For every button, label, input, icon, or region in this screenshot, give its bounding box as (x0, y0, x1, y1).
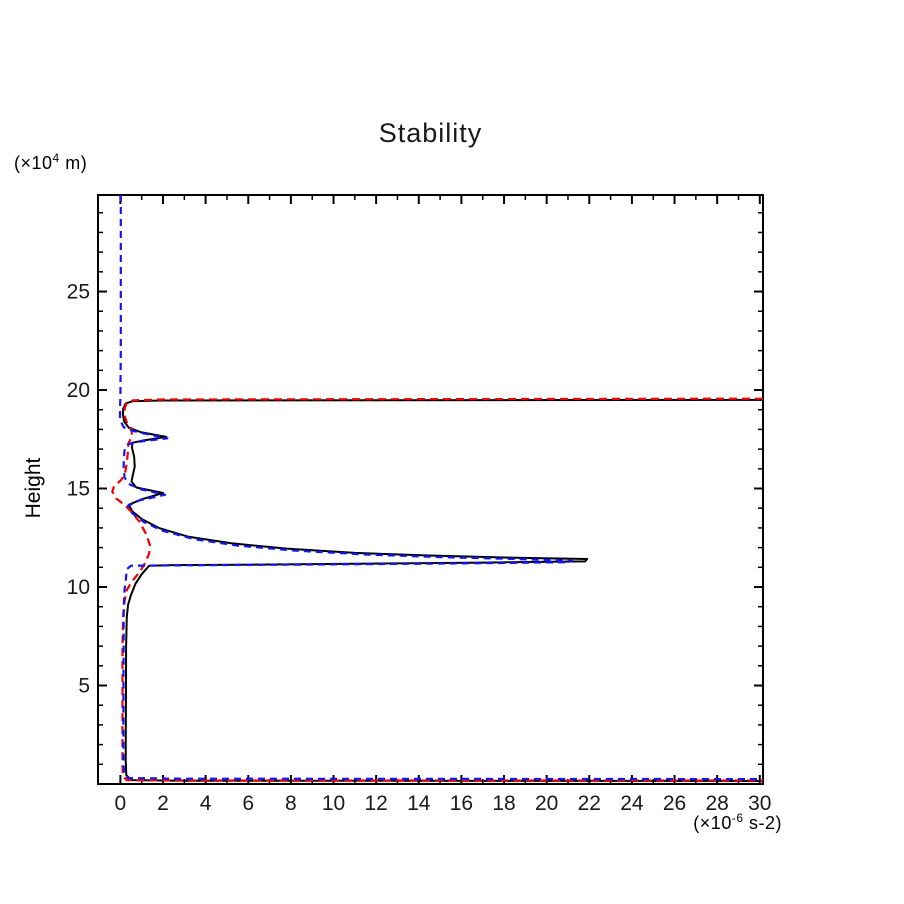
red-dashed-profile (111, 397, 764, 782)
x-tick-label: 12 (364, 792, 387, 815)
x-tick-label: 10 (322, 792, 345, 815)
x-tick-label: 22 (578, 792, 601, 815)
x-unit-prefix: (×10 (693, 813, 732, 833)
x-tick-label: 18 (492, 792, 515, 815)
y-tick-label: 25 (67, 281, 90, 304)
plot-frame (97, 194, 764, 785)
x-tick-label: 26 (663, 792, 686, 815)
y-unit-exponent: 4 (52, 151, 60, 165)
chart-title: Stability (378, 118, 483, 148)
x-tick-label: 20 (535, 792, 558, 815)
x-tick-label: 2 (157, 792, 169, 815)
black-solid-profile (121, 398, 764, 782)
x-tick-label: 28 (705, 792, 728, 815)
x-axis-unit-label: (×10-6 s-2) (460, 811, 782, 834)
x-tick-label: 24 (620, 792, 644, 815)
x-tick-label: 0 (115, 792, 127, 815)
x-unit-exponent: -6 (731, 811, 744, 825)
y-unit-suffix: m) (59, 153, 88, 173)
x-tick-label: 6 (242, 792, 254, 815)
x-unit-suffix: s-2) (743, 813, 782, 833)
x-tick-label: 16 (450, 792, 473, 815)
y-tick-label: 20 (67, 379, 90, 402)
x-tick-label: 8 (285, 792, 297, 815)
x-tick-label: 4 (200, 792, 212, 815)
y-unit-prefix: (×10 (14, 153, 53, 173)
blue-dashed-profile (118, 195, 764, 781)
y-tick-label: 5 (78, 675, 90, 698)
y-tick-label: 15 (67, 478, 90, 501)
y-axis-unit-label: (×104 m) (14, 151, 87, 174)
x-tick-label: 30 (748, 792, 771, 815)
y-tick-label: 10 (67, 576, 90, 599)
x-tick-label: 14 (407, 792, 431, 815)
